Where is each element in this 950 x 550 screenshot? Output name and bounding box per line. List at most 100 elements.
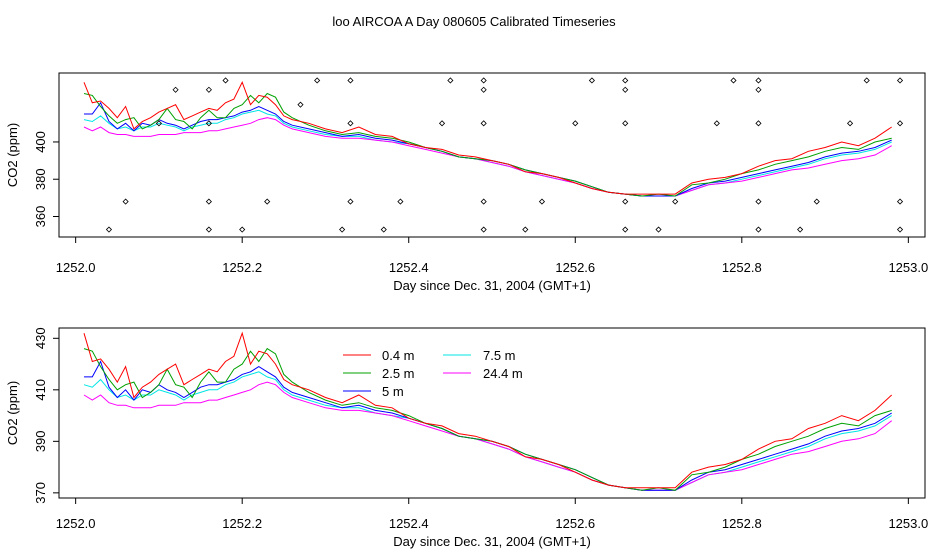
bottom-chart-panel: 1252.0 1252.2 1252.4 1252.6 1252.8 1253.0 370… [5,327,928,549]
top-x-tick-label: 1252.0 [56,260,96,275]
top-diamond-marker [755,198,762,205]
top-diamond-marker [438,120,446,127]
top-marker-group [105,77,904,233]
top-diamond-marker [264,198,271,205]
top-diamond-marker [655,226,662,233]
legend: 0.4 m 2.5 m 5 m 7.5 m 24.4 m [343,348,523,399]
bottom-series-line-2 [84,360,892,491]
legend-label-2-5m: 2.5 m [382,366,415,381]
top-x-tick-label: 1252.2 [222,260,262,275]
top-x-axis: 1252.0 1252.2 1252.4 1252.6 1252.8 1253.0 [56,236,928,275]
top-diamond-marker [339,226,346,233]
top-series-line-2 [84,101,892,197]
top-diamond-marker [155,120,162,127]
bottom-x-tick-label: 1252.0 [56,516,96,531]
legend-label-24-4m: 24.4 m [483,366,523,381]
top-x-tick-label: 1252.6 [555,260,595,275]
top-diamond-marker [480,120,487,127]
top-diamond-marker [755,77,762,84]
top-diamond-marker [297,101,304,108]
top-diamond-marker [622,226,629,233]
top-diamond-marker [380,226,387,233]
top-diamond-marker [713,120,720,127]
bottom-series-line-4 [83,381,893,491]
top-diamond-marker [480,226,487,233]
bottom-y-tick-label: 430 [33,327,48,349]
top-diamond-marker [122,198,129,205]
top-diamond-marker [222,77,229,84]
top-diamond-marker [480,77,487,84]
bottom-series-line-1 [83,347,892,491]
top-diamond-marker [347,77,354,84]
top-diamond-marker [622,77,629,84]
top-diamond-marker [205,226,212,233]
top-diamond-marker [622,120,629,127]
top-diamond-marker [588,77,595,84]
bottom-x-axis: 1252.0 1252.2 1252.4 1252.6 1252.8 1253.0 [56,497,928,531]
top-series-group [83,81,892,197]
top-series-line-1 [83,92,892,197]
top-series-line-3 [83,109,892,197]
legend-label-7-5m: 7.5 m [483,348,516,363]
bottom-x-tick-label: 1253.0 [888,516,928,531]
bottom-y-tick-label: 370 [33,482,48,504]
top-x-tick-label: 1252.4 [389,260,429,275]
top-diamond-marker [572,120,579,127]
top-diamond-marker [205,198,212,205]
top-x-axis-label: Day since Dec. 31, 2004 (GMT+1) [393,278,591,293]
top-y-tick-label: 380 [33,168,48,190]
top-diamond-marker [896,77,904,84]
top-diamond-marker [480,198,487,205]
top-y-axis: 360 380 400 [33,131,60,228]
top-diamond-marker [863,77,870,84]
bottom-series-line-0 [83,331,893,489]
top-diamond-marker [730,77,737,84]
top-x-tick-label: 1252.8 [722,260,762,275]
top-diamond-marker [813,198,820,205]
top-x-tick-label: 1253.0 [888,260,928,275]
top-diamond-marker [622,198,629,205]
top-series-line-0 [83,81,892,195]
top-diamond-marker [846,120,854,127]
bottom-x-tick-label: 1252.8 [722,516,762,531]
figure-title: loo AIRCOA A Day 080605 Calibrated Times… [332,14,616,29]
top-diamond-marker [172,86,179,93]
bottom-x-axis-label: Day since Dec. 31, 2004 (GMT+1) [393,534,591,549]
legend-label-0-4m: 0.4 m [382,348,415,363]
bottom-x-tick-label: 1252.4 [389,516,429,531]
bottom-series-group [83,331,893,491]
top-y-tick-label: 400 [33,131,48,153]
top-diamond-marker [447,77,454,84]
top-series-line-4 [83,117,892,197]
top-diamond-marker [522,226,529,233]
bottom-y-tick-label: 390 [33,430,48,452]
bottom-x-tick-label: 1252.6 [555,516,595,531]
top-diamond-marker [397,198,404,205]
top-chart-panel: 1252.0 1252.2 1252.4 1252.6 1252.8 1253.0 360… [5,72,928,293]
top-diamond-marker [797,226,804,233]
top-diamond-marker [672,198,679,205]
top-diamond-marker [105,226,113,233]
top-diamond-marker [755,226,762,233]
top-diamond-marker [755,86,762,93]
top-diamond-marker [347,198,354,205]
top-plot-frame [58,72,926,238]
top-diamond-marker [347,120,354,127]
bottom-x-tick-label: 1252.2 [222,516,262,531]
top-diamond-marker [896,120,904,127]
top-diamond-marker [896,198,904,205]
top-diamond-marker [239,226,246,233]
top-y-axis-label: CO2 (ppm) [5,123,20,187]
bottom-series-line-3 [83,371,892,491]
top-diamond-marker [205,86,212,93]
top-diamond-marker [480,86,487,93]
top-diamond-marker [314,77,321,84]
top-y-tick-label: 360 [33,206,48,228]
bottom-y-axis: 370 390 410 430 [33,327,60,504]
legend-label-5m: 5 m [382,384,404,399]
top-diamond-marker [896,226,904,233]
bottom-y-axis-label: CO2 (ppm) [5,381,20,445]
bottom-y-tick-label: 410 [33,379,48,401]
top-diamond-marker [755,120,762,127]
